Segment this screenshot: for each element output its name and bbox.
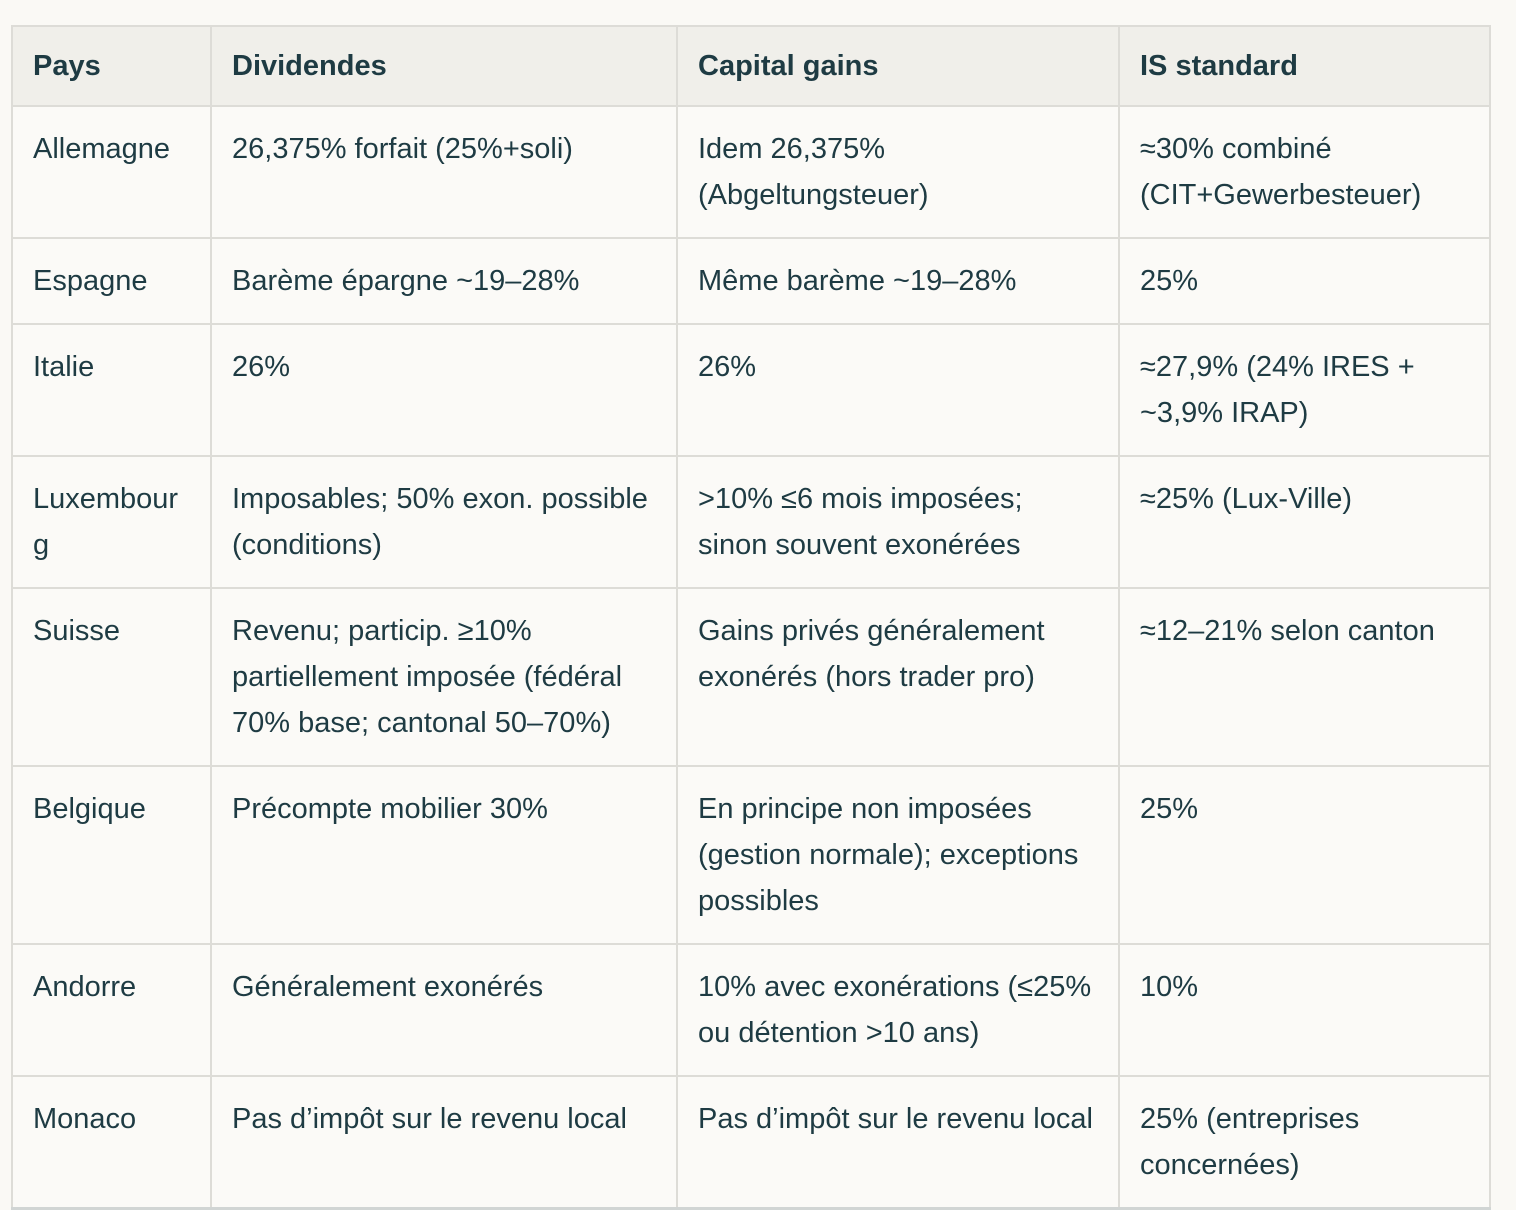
table-row: Andorre Généralement exonérés 10% avec exo… [11, 943, 1491, 1077]
table-row: Belgique Précompte mobilier 30% En princip… [11, 765, 1491, 945]
table-body: Allemagne 26,375% forfait (25%+soli) Idem … [11, 105, 1491, 1210]
column-header-dividendes: Dividendes [210, 25, 678, 107]
column-header-is-standard: IS standard [1118, 25, 1491, 107]
table-cell-dividendes: Imposables; 50% exon. possible (conditio… [210, 455, 678, 589]
tax-comparison-table: Pays Dividendes Capital gains IS standar… [11, 25, 1491, 1210]
table-cell-pays: Allemagne [11, 105, 212, 239]
table-cell-dividendes: Précompte mobilier 30% [210, 765, 678, 945]
table-row: Allemagne 26,375% forfait (25%+soli) Idem … [11, 105, 1491, 239]
table-cell-pays: Italie [11, 323, 212, 457]
table-cell-pays: Andorre [11, 943, 212, 1077]
table-cell-dividendes: 26,375% forfait (25%+soli) [210, 105, 678, 239]
table-cell-dividendes: Généralement exonérés [210, 943, 678, 1077]
table-cell-capital_gains: En principe non imposées (gestion normal… [676, 765, 1120, 945]
table-cell-capital_gains: 10% avec exonérations (≤25% ou détention… [676, 943, 1120, 1077]
table-cell-is_standard: ≈30% combiné (CIT+Gewerbesteuer) [1118, 105, 1491, 239]
table-cell-capital_gains: >10% ≤6 mois imposées; sinon souvent exo… [676, 455, 1120, 589]
table-cell-pays: Monaco [11, 1075, 212, 1210]
table-cell-dividendes: Barème épargne ~19–28% [210, 237, 678, 325]
column-header-pays: Pays [11, 25, 212, 107]
header-row: Pays Dividendes Capital gains IS standar… [11, 25, 1491, 107]
table-cell-capital_gains: Idem 26,375% (Abgeltungsteuer) [676, 105, 1120, 239]
table-cell-is_standard: 25% [1118, 237, 1491, 325]
table-cell-capital_gains: Gains privés généralement exonérés (hors… [676, 587, 1120, 767]
table-cell-dividendes: 26% [210, 323, 678, 457]
table-row: Monaco Pas d’impôt sur le revenu local Pas… [11, 1075, 1491, 1210]
table-cell-dividendes: Revenu; particip. ≥10% partiellement imp… [210, 587, 678, 767]
table-row: Suisse Revenu; particip. ≥10% partielleme… [11, 587, 1491, 767]
table-cell-capital_gains: Pas d’impôt sur le revenu local [676, 1075, 1120, 1210]
table-cell-pays: Luxembourg [11, 455, 212, 589]
table-row: Espagne Barème épargne ~19–28% Même barème… [11, 237, 1491, 325]
table-cell-capital_gains: Même barème ~19–28% [676, 237, 1120, 325]
table-row: Luxembourg Imposables; 50% exon. possible… [11, 455, 1491, 589]
table-cell-is_standard: ≈25% (Lux-Ville) [1118, 455, 1491, 589]
table-cell-is_standard: 25% (entreprises concernées) [1118, 1075, 1491, 1210]
table-cell-is_standard: ≈27,9% (24% IRES + ~3,9% IRAP) [1118, 323, 1491, 457]
table-cell-pays: Espagne [11, 237, 212, 325]
table-cell-dividendes: Pas d’impôt sur le revenu local [210, 1075, 678, 1210]
table-cell-is_standard: 25% [1118, 765, 1491, 945]
table-cell-is_standard: 10% [1118, 943, 1491, 1077]
table-row: Italie 26% 26% ≈27,9% (24% IRES + ~3,9% IRA… [11, 323, 1491, 457]
table-cell-is_standard: ≈12–21% selon canton [1118, 587, 1491, 767]
tax-comparison-table-container: Pays Dividendes Capital gains IS standar… [11, 25, 1491, 1210]
table-header: Pays Dividendes Capital gains IS standar… [11, 25, 1491, 107]
column-header-capital-gains: Capital gains [676, 25, 1120, 107]
table-cell-pays: Suisse [11, 587, 212, 767]
table-cell-capital_gains: 26% [676, 323, 1120, 457]
table-cell-pays: Belgique [11, 765, 212, 945]
